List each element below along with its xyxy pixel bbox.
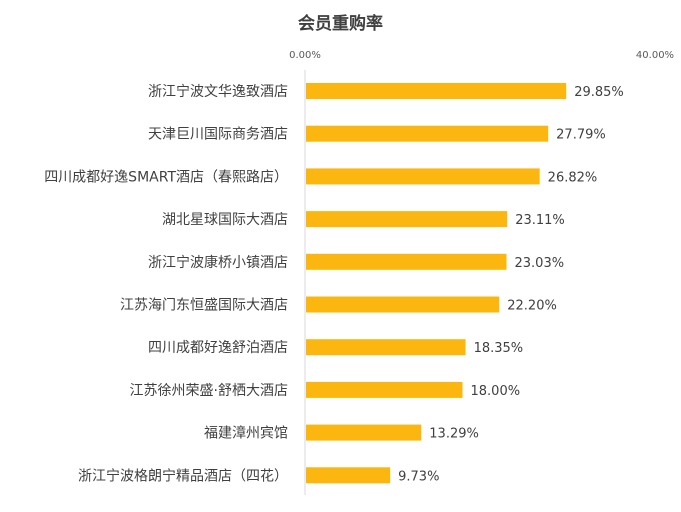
data-label: 18.35% [474, 341, 524, 356]
bar [306, 83, 567, 99]
chart-title: 会员重购率 [298, 14, 383, 34]
bar [306, 339, 466, 356]
category-label: 浙江宁波文华逸致酒店 [148, 83, 288, 100]
category-label: 江苏海门东恒盛国际大酒店 [120, 298, 288, 314]
category-label: 福建漳州宾馆 [204, 425, 288, 442]
x-tick-label: 0.00% [289, 50, 321, 61]
category-label: 浙江宁波康桥小镇酒店 [148, 254, 288, 271]
category-label: 四川成都好逸SMART酒店（春熙路店） [44, 169, 288, 185]
bar [306, 424, 422, 441]
category-label: 江苏徐州荣盛·舒栖大酒店 [130, 383, 288, 399]
category-label: 天津巨川国际商务酒店 [148, 127, 288, 143]
data-label: 22.20% [507, 299, 557, 314]
bar [306, 253, 507, 270]
bar [306, 381, 463, 398]
data-label: 26.82% [548, 170, 598, 185]
data-label: 23.03% [515, 256, 565, 271]
data-label: 9.73% [398, 469, 439, 484]
data-label: 27.79% [556, 128, 606, 143]
data-label: 13.29% [429, 427, 479, 442]
data-label: 23.11% [515, 213, 565, 228]
bar [306, 168, 540, 185]
data-label: 29.85% [574, 85, 624, 100]
category-label: 湖北星球国际大酒店 [162, 212, 288, 228]
x-tick-label: 40.00% [636, 50, 674, 61]
bar [306, 125, 549, 142]
data-label: 18.00% [471, 384, 521, 399]
category-label: 浙江宁波格朗宁精品酒店（四花） [78, 467, 288, 484]
bar [306, 211, 508, 228]
bar [306, 467, 391, 484]
bar [306, 296, 500, 313]
category-label: 四川成都好逸舒泊酒店 [148, 340, 288, 356]
